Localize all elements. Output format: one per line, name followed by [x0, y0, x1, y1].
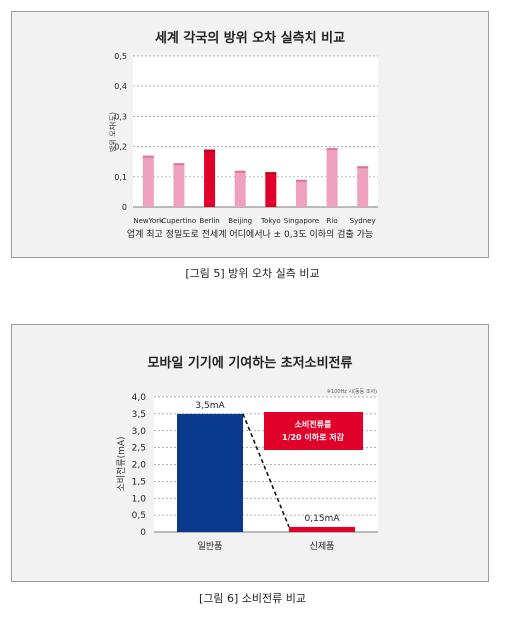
y-tick-label: 0: [140, 528, 146, 538]
x-tick-label: Cupertino: [162, 217, 196, 225]
bar-cap: [173, 163, 185, 166]
x-tick-label: Rio: [327, 217, 338, 225]
y-tick-label: 0,2: [114, 143, 127, 152]
bar: [234, 170, 246, 207]
current-consumption-chart: 모바일 기기에 기여하는 초저소비전류 ※100Hz 시(동등 조사) 3,5m…: [116, 355, 378, 552]
figure-caption: [그림 6] 소비전류 비교: [198, 592, 307, 605]
y-tick-label: 2,0: [132, 461, 147, 471]
bar-cap: [142, 155, 154, 158]
y-tick-label: 0,1: [114, 173, 127, 182]
bar: [295, 179, 307, 207]
data-label: 0,15mA: [305, 514, 341, 524]
x-tick-label: 신제품: [310, 541, 335, 552]
x-tick-label: NewYork: [133, 217, 164, 225]
chart-panel-orientation-error: 세계 각국의 방위 오차 실측치 비교 0 0,1 0,2 0,3 0,4 0,5 New…: [11, 11, 489, 258]
y-tick-label: 3,0: [132, 427, 147, 437]
x-tick-label: Singapore: [284, 217, 319, 225]
y-tick-label: 3,5: [132, 410, 146, 420]
bar: [265, 172, 277, 207]
y-tick-label: 1,5: [132, 477, 146, 487]
bar: [357, 166, 369, 207]
plot-area: [133, 56, 378, 207]
x-tick-label: Tokyo: [260, 217, 281, 225]
callout-line-2: 1/20 이하로 저감: [282, 432, 345, 442]
y-tick-label: 0,4: [114, 82, 127, 91]
y-tick-label: 0: [122, 203, 127, 212]
x-tick-label: Berlin: [199, 217, 219, 225]
figure-caption: [그림 5] 방위 오차 실측 비교: [185, 267, 320, 280]
x-tick-label: Beijing: [228, 217, 252, 225]
bar: [142, 155, 154, 207]
x-tick-label: 일반품: [198, 541, 223, 552]
orientation-error-chart: 세계 각국의 방위 오차 실측치 비교 0 0,1 0,2 0,3 0,4 0,5 New…: [108, 30, 378, 240]
y-axis-label: 소비전류(mA): [116, 436, 127, 491]
y-tick-label: 0,5: [132, 511, 146, 521]
chart-subnote: ※100Hz 시(동등 조사): [327, 388, 377, 395]
y-axis-label: 방위 오차(도): [108, 112, 117, 152]
callout-box: 소비전류를 1/20 이하로 저감: [264, 412, 363, 450]
chart-title: 모바일 기기에 기여하는 초저소비전류: [148, 355, 353, 371]
x-tick-label: Sydney: [350, 217, 376, 225]
callout-line-1: 소비전류를: [295, 419, 332, 429]
y-tick-label: 0,5: [114, 52, 127, 61]
y-tick-label: 4,0: [132, 393, 147, 403]
bar-cap: [234, 170, 246, 173]
bar-cap: [204, 149, 216, 152]
data-label: 3,5mA: [195, 401, 225, 411]
bar: [289, 526, 355, 532]
bar-cap: [357, 166, 369, 169]
bar: [173, 163, 185, 207]
y-tick-label: 0,3: [114, 112, 127, 121]
bar: [177, 413, 243, 532]
chart-note: 업계 최고 정밀도로 전세계 어디에서나 ± 0,3도 이하의 검출 가능: [127, 228, 373, 240]
bar-cap: [265, 172, 277, 175]
chart-panel-current-consumption: 모바일 기기에 기여하는 초저소비전류 ※100Hz 시(동등 조사) 3,5m…: [11, 324, 489, 582]
bar: [326, 148, 338, 207]
trend-dashed-line: [242, 413, 290, 528]
y-tick-label: 1,0: [132, 494, 147, 504]
bar-cap: [326, 148, 338, 151]
bar: [204, 149, 216, 207]
bar-cap: [295, 179, 307, 182]
chart-title: 세계 각국의 방위 오차 실측치 비교: [155, 30, 345, 46]
y-tick-label: 2,5: [132, 444, 146, 454]
